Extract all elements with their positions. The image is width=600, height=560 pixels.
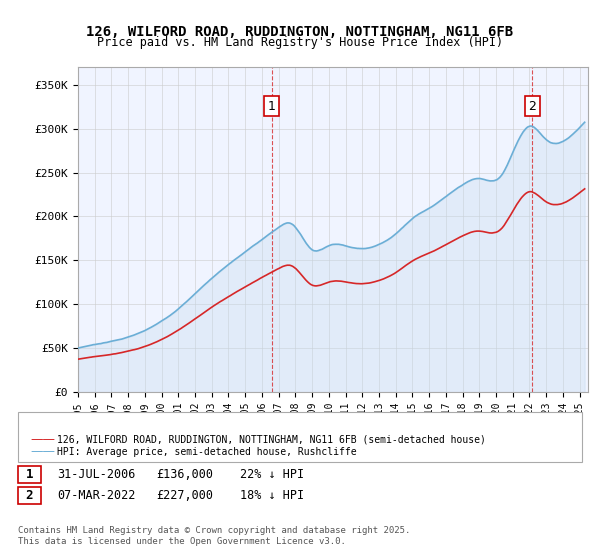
Text: Price paid vs. HM Land Registry's House Price Index (HPI): Price paid vs. HM Land Registry's House … bbox=[97, 36, 503, 49]
Text: Contains HM Land Registry data © Crown copyright and database right 2025.
This d: Contains HM Land Registry data © Crown c… bbox=[18, 526, 410, 546]
Text: 31-JUL-2006: 31-JUL-2006 bbox=[57, 468, 136, 482]
Text: 18% ↓ HPI: 18% ↓ HPI bbox=[240, 489, 304, 502]
Text: 2: 2 bbox=[529, 100, 536, 113]
Text: £227,000: £227,000 bbox=[156, 489, 213, 502]
Text: HPI: Average price, semi-detached house, Rushcliffe: HPI: Average price, semi-detached house,… bbox=[57, 447, 356, 457]
Text: 126, WILFORD ROAD, RUDDINGTON, NOTTINGHAM, NG11 6FB: 126, WILFORD ROAD, RUDDINGTON, NOTTINGHA… bbox=[86, 25, 514, 39]
Text: £136,000: £136,000 bbox=[156, 468, 213, 482]
Text: 1: 1 bbox=[26, 468, 33, 482]
Text: 07-MAR-2022: 07-MAR-2022 bbox=[57, 489, 136, 502]
Text: 126, WILFORD ROAD, RUDDINGTON, NOTTINGHAM, NG11 6FB (semi-detached house): 126, WILFORD ROAD, RUDDINGTON, NOTTINGHA… bbox=[57, 435, 486, 445]
Text: ——: —— bbox=[30, 445, 55, 459]
Text: 22% ↓ HPI: 22% ↓ HPI bbox=[240, 468, 304, 482]
Text: 2: 2 bbox=[26, 489, 33, 502]
Text: 1: 1 bbox=[268, 100, 275, 113]
Text: ——: —— bbox=[30, 433, 55, 446]
